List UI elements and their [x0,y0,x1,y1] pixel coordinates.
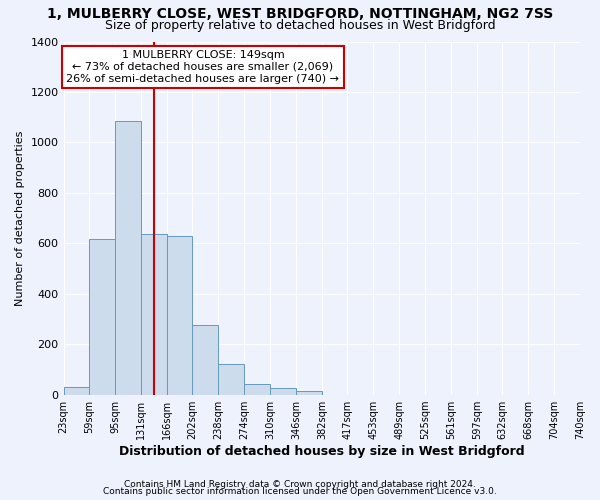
X-axis label: Distribution of detached houses by size in West Bridgford: Distribution of detached houses by size … [119,444,524,458]
Bar [244,384,270,394]
Bar [89,240,115,394]
Text: Size of property relative to detached houses in West Bridgford: Size of property relative to detached ho… [104,18,496,32]
Bar [193,325,218,394]
Bar [115,121,142,394]
Text: 1, MULBERRY CLOSE, WEST BRIDGFORD, NOTTINGHAM, NG2 7SS: 1, MULBERRY CLOSE, WEST BRIDGFORD, NOTTI… [47,8,553,22]
Bar [64,387,89,394]
Text: 1 MULBERRY CLOSE: 149sqm  
← 73% of detached houses are smaller (2,069)
26% of s: 1 MULBERRY CLOSE: 149sqm ← 73% of detach… [67,50,340,84]
Bar [142,234,167,394]
Bar [167,236,193,394]
Bar [270,388,296,394]
Bar [218,364,244,394]
Y-axis label: Number of detached properties: Number of detached properties [15,130,25,306]
Text: Contains public sector information licensed under the Open Government Licence v3: Contains public sector information licen… [103,488,497,496]
Bar [296,391,322,394]
Text: Contains HM Land Registry data © Crown copyright and database right 2024.: Contains HM Land Registry data © Crown c… [124,480,476,489]
